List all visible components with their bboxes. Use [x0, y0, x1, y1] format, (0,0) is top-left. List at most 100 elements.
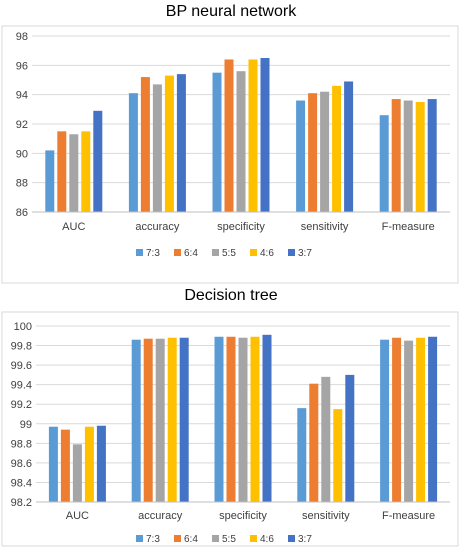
bar-accuracy-5-5 [152, 84, 162, 212]
bar-accuracy-3-7 [179, 337, 189, 502]
bar-accuracy-4-6 [164, 75, 174, 212]
legend-label: 3:7 [298, 534, 312, 545]
bar-specificity-6-4 [224, 59, 234, 212]
legend-label: 4:6 [260, 534, 274, 545]
x-category-label: accuracy [135, 221, 180, 233]
bar-auc-7-3 [48, 426, 58, 502]
legend-label: 6:4 [184, 248, 198, 259]
y-tick-label: 100 [14, 321, 32, 333]
y-tick-label: 99.2 [11, 399, 32, 411]
bar-auc-6-4 [57, 131, 67, 212]
legend-swatch-6-4 [174, 249, 181, 256]
legend-swatch-7-3 [136, 249, 143, 256]
y-tick-label: 99.6 [11, 360, 32, 372]
bar-auc-3-7 [93, 110, 103, 212]
y-tick-label: 98.6 [11, 458, 32, 470]
legend-label: 7:3 [146, 248, 160, 259]
y-tick-label: 99.8 [11, 341, 32, 353]
bar-f-measure-7-3 [380, 339, 390, 502]
legend-label: 3:7 [298, 248, 312, 259]
legend-label: 6:4 [184, 534, 198, 545]
bar-accuracy-7-3 [131, 339, 141, 502]
bar-f-measure-3-7 [428, 336, 438, 502]
chart-1: BP neural network 86 88 90 92 94 96 98 AUC accura… [1, 3, 459, 284]
bar-sensitivity-7-3 [297, 408, 307, 502]
y-tick-label: 98.4 [11, 477, 32, 489]
bar-specificity-3-7 [260, 58, 270, 212]
y-tick-label: 86 [16, 207, 28, 219]
bar-auc-5-5 [69, 134, 79, 212]
legend-swatch-4-6 [250, 535, 257, 542]
bar-accuracy-7-3 [128, 93, 138, 212]
x-category-label: specificity [217, 221, 265, 233]
legend-swatch-3-7 [288, 535, 295, 542]
bar-auc-6-4 [60, 429, 70, 502]
chart-2: Decision tree 98.2 98.4 98.6 98.8 99 99.2 99.4 9… [1, 287, 459, 547]
bar-auc-4-6 [81, 131, 91, 212]
bar-f-measure-6-4 [391, 99, 401, 212]
x-category-label: accuracy [138, 510, 183, 522]
y-tick-label: 88 [16, 178, 28, 190]
bar-sensitivity-6-4 [308, 93, 318, 212]
bar-f-measure-4-6 [416, 337, 426, 502]
y-tick-label: 98.2 [11, 497, 32, 509]
legend-swatch-6-4 [174, 535, 181, 542]
chart-title: Decision tree [184, 287, 277, 304]
bar-specificity-3-7 [262, 334, 272, 502]
bar-f-measure-4-6 [415, 102, 425, 212]
bar-specificity-7-3 [212, 72, 222, 213]
legend-swatch-4-6 [250, 249, 257, 256]
bar-auc-3-7 [96, 425, 106, 502]
x-category-label: sensitivity [301, 221, 349, 233]
y-tick-label: 94 [16, 90, 28, 102]
bar-accuracy-6-4 [140, 77, 150, 212]
bar-f-measure-6-4 [392, 337, 402, 502]
y-tick-label: 90 [16, 148, 28, 160]
bar-accuracy-5-5 [155, 338, 165, 502]
bar-f-measure-5-5 [403, 100, 413, 212]
legend-swatch-5-5 [212, 535, 219, 542]
bar-specificity-4-6 [250, 336, 260, 502]
x-category-label: AUC [62, 221, 85, 233]
y-tick-label: 92 [16, 119, 28, 131]
y-tick-label: 99 [20, 419, 32, 431]
x-category-label: sensitivity [302, 510, 350, 522]
x-category-label: F-measure [382, 221, 435, 233]
bar-specificity-7-3 [214, 336, 224, 502]
bar-f-measure-3-7 [427, 99, 437, 212]
legend-label: 5:5 [222, 534, 236, 545]
y-tick-label: 99.4 [11, 380, 32, 392]
bar-auc-4-6 [84, 426, 94, 502]
bar-specificity-6-4 [226, 336, 236, 502]
chart-title: BP neural network [166, 3, 297, 20]
x-category-label: F-measure [382, 510, 435, 522]
legend-swatch-5-5 [212, 249, 219, 256]
y-tick-label: 98 [16, 31, 28, 43]
bar-specificity-5-5 [236, 71, 246, 212]
legend-label: 4:6 [260, 248, 274, 259]
bar-accuracy-3-7 [176, 74, 186, 212]
bar-sensitivity-7-3 [296, 100, 306, 212]
y-tick-label: 96 [16, 60, 28, 72]
bar-sensitivity-5-5 [321, 376, 331, 502]
bar-f-measure-5-5 [404, 340, 414, 502]
legend-label: 7:3 [146, 534, 160, 545]
y-tick-label: 98.8 [11, 438, 32, 450]
legend-swatch-3-7 [288, 249, 295, 256]
bar-sensitivity-3-7 [345, 374, 355, 502]
bar-auc-5-5 [72, 444, 82, 502]
bar-sensitivity-4-6 [333, 409, 343, 502]
bar-accuracy-4-6 [167, 337, 177, 502]
legend-swatch-7-3 [136, 535, 143, 542]
x-category-label: specificity [219, 510, 267, 522]
bar-sensitivity-5-5 [320, 91, 330, 212]
bar-specificity-5-5 [238, 337, 248, 502]
x-category-label: AUC [66, 510, 89, 522]
bar-auc-7-3 [45, 150, 55, 212]
bar-sensitivity-4-6 [332, 85, 342, 212]
bar-f-measure-7-3 [379, 115, 389, 212]
bar-specificity-4-6 [248, 59, 258, 212]
bar-sensitivity-3-7 [344, 81, 354, 212]
legend-label: 5:5 [222, 248, 236, 259]
